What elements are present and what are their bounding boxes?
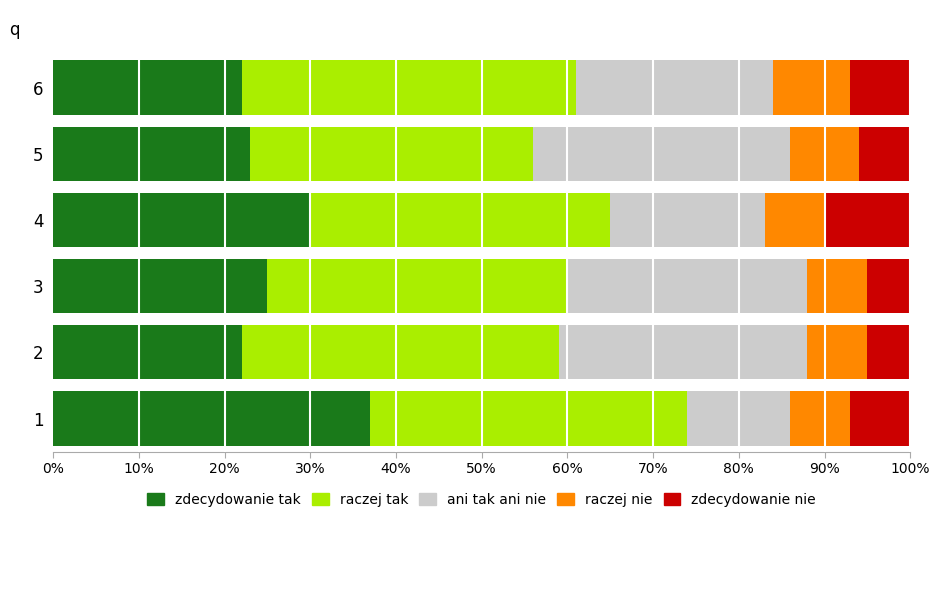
Bar xyxy=(250,127,532,181)
Legend: zdecydowanie tak, raczej tak, ani tak ani nie, raczej nie, zdecydowanie nie: zdecydowanie tak, raczej tak, ani tak an… xyxy=(142,487,820,512)
Bar xyxy=(686,391,789,445)
Bar xyxy=(53,391,370,445)
Bar xyxy=(370,391,686,445)
Bar xyxy=(53,127,250,181)
Bar xyxy=(772,60,850,114)
Bar xyxy=(53,325,242,379)
Bar xyxy=(242,325,558,379)
Bar xyxy=(242,60,576,114)
Y-axis label: q: q xyxy=(9,21,20,38)
Bar xyxy=(53,60,242,114)
Bar xyxy=(867,325,909,379)
Bar xyxy=(789,127,858,181)
Bar xyxy=(53,193,310,247)
Bar xyxy=(806,325,867,379)
Bar xyxy=(310,193,610,247)
Bar xyxy=(53,259,267,313)
Bar xyxy=(850,60,909,114)
Bar xyxy=(867,259,909,313)
Bar xyxy=(558,325,806,379)
Bar xyxy=(858,127,909,181)
Bar xyxy=(850,391,909,445)
Bar xyxy=(566,259,806,313)
Bar xyxy=(267,259,566,313)
Bar xyxy=(764,193,824,247)
Bar xyxy=(806,259,867,313)
Bar xyxy=(789,391,850,445)
Bar xyxy=(576,60,772,114)
Bar xyxy=(824,193,909,247)
Bar xyxy=(610,193,764,247)
Bar xyxy=(532,127,789,181)
